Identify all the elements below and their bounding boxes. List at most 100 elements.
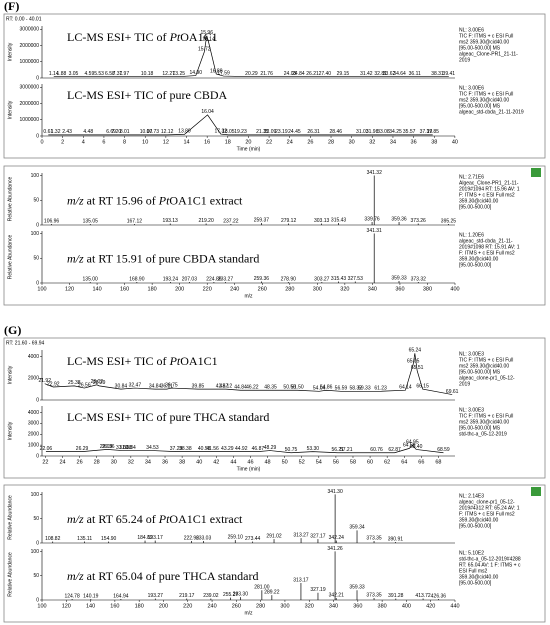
x-tick-label: 48 xyxy=(264,459,270,465)
title-part: m/z xyxy=(67,569,84,583)
peak-label: 28.46 xyxy=(330,129,343,135)
x-tick-label: 22 xyxy=(42,459,48,465)
x-tick-label: 380 xyxy=(378,603,387,609)
y-tick-label: 0 xyxy=(36,597,39,603)
x-tick-label: 68 xyxy=(435,459,441,465)
y-axis-label: Intensity xyxy=(7,42,13,61)
peak-label: 255.27 xyxy=(223,592,239,598)
trace-info: TIC F: ITMS + c ESI Full xyxy=(459,413,513,419)
peak-label: 50.75 xyxy=(285,447,298,453)
peak-label: 273.44 xyxy=(245,536,261,542)
peak-label: 313.17 xyxy=(293,577,309,583)
x-tick-label: 220 xyxy=(203,286,212,292)
x-tick-label: 400 xyxy=(450,286,459,292)
trace-info: ESI Full ms2 xyxy=(459,568,488,574)
x-tick-label: 160 xyxy=(120,286,129,292)
chart-frame xyxy=(3,13,546,159)
peak-label: 66.15 xyxy=(416,383,429,389)
peak-label: 135.00 xyxy=(83,276,99,282)
peak-label: 359.33 xyxy=(349,585,365,591)
x-tick-label: 6 xyxy=(102,139,105,145)
peak-label: 168.90 xyxy=(129,276,145,282)
peak-label: 22.09 xyxy=(264,129,277,135)
x-tick-label: 220 xyxy=(183,603,192,609)
peak-label: 29.15 xyxy=(337,71,350,77)
trace-title: LC-MS ESI+ TIC of PtOA1C1 xyxy=(67,354,218,368)
peak-label: 34.53 xyxy=(146,445,159,451)
peak-label: 65.05 xyxy=(407,358,420,364)
peak-label: 32.47 xyxy=(129,382,142,388)
peak-label: 31.38 xyxy=(119,445,132,451)
chromatogram-trace xyxy=(45,444,444,454)
peak-label: 219.17 xyxy=(179,593,195,599)
peak-label: 10.07 xyxy=(140,129,153,135)
trace-info: [95.00-500.00] MS xyxy=(459,425,501,431)
peak-label: 20.29 xyxy=(245,71,258,77)
title-part: OA1C1 xyxy=(180,30,217,44)
peak-label: 135.05 xyxy=(83,218,99,224)
peak-label: 26.21 xyxy=(306,71,319,77)
chromatogram-trace xyxy=(48,114,433,136)
y-tick-label: 2000 xyxy=(28,376,39,382)
trace-info: 2019#4312 RT: 65.24 AV: 1 xyxy=(459,505,520,511)
x-tick-label: 42 xyxy=(213,459,219,465)
title-part: m/z xyxy=(67,512,84,526)
peak-label: 426.36 xyxy=(431,593,447,599)
x-tick-label: 40 xyxy=(452,139,458,145)
peak-label: 281.00 xyxy=(254,585,270,591)
x-tick-label: 50 xyxy=(282,459,288,465)
title-part: LC-MS ESI+ TIC of xyxy=(67,30,170,44)
peak-label: 53.30 xyxy=(307,446,320,452)
trace-info: TIC F: ITMS + c ESI Full xyxy=(459,357,513,363)
peak-label: 315.43 xyxy=(331,276,347,282)
x-tick-label: 280 xyxy=(256,603,265,609)
title-part: m/z xyxy=(67,251,84,265)
peak-label: 373.26 xyxy=(411,218,427,224)
peak-label: 5.53 xyxy=(94,71,104,77)
trace-info: std-thc-a_05-12-2019#4288 xyxy=(459,556,521,562)
peak-label: 24.45 xyxy=(288,129,301,135)
peak-label: 54.04 xyxy=(313,386,326,392)
panel-label: (G) xyxy=(4,323,21,337)
peak-label: 31.00 xyxy=(116,445,129,451)
peak-label: 259.36 xyxy=(254,276,270,282)
peak-label: 222.96 xyxy=(184,535,200,541)
trace-title: m/z at RT 15.96 of PtOA1C1 extract xyxy=(67,193,243,207)
peak-label: 278.90 xyxy=(281,276,297,282)
peak-label: 359.34 xyxy=(349,525,365,531)
peak-label: 44.92 xyxy=(235,446,248,452)
peak-label: 65.24 xyxy=(409,348,422,354)
trace-title: LC-MS ESI+ TIC of PtOA1C1 xyxy=(67,30,218,44)
y-tick-label: 100 xyxy=(31,173,40,179)
peak-label: 167.12 xyxy=(127,218,143,224)
peak-label: 69.61 xyxy=(446,389,459,395)
peak-label: 154.90 xyxy=(101,536,117,542)
x-tick-label: 28 xyxy=(94,459,100,465)
peak-label: 224.86 xyxy=(206,276,222,282)
y-tick-label: 3000000 xyxy=(20,85,40,91)
trace-info: 2019 xyxy=(459,57,470,63)
y-tick-label: 2000000 xyxy=(20,43,40,49)
x-tick-label: 240 xyxy=(230,286,239,292)
y-axis-label: Relative Abundance xyxy=(7,177,13,222)
peak-label: 259.37 xyxy=(254,217,270,223)
y-tick-label: 50 xyxy=(33,516,39,522)
chromatogram-trace xyxy=(53,35,449,78)
trace-info: std-thc-a_05-12-2019 xyxy=(459,431,507,437)
peak-label: 31.03 xyxy=(356,129,369,135)
peak-label: 207.03 xyxy=(182,276,198,282)
peak-label: 12.12 xyxy=(161,129,174,135)
y-tick-label: 2000 xyxy=(28,432,39,438)
x-tick-label: 180 xyxy=(148,286,157,292)
peak-label: 19.23 xyxy=(234,129,247,135)
title-part: at RT 15.96 of xyxy=(84,193,159,207)
peak-label: 17.32 xyxy=(215,128,228,134)
x-tick-label: 8 xyxy=(123,139,126,145)
peak-label: 57.21 xyxy=(340,447,353,453)
peak-label: 31.84 xyxy=(123,445,136,451)
peak-label: 124.78 xyxy=(64,593,80,599)
chart-frame xyxy=(3,484,546,623)
title-part: OA1C1 xyxy=(180,354,217,368)
x-tick-label: 10 xyxy=(142,139,148,145)
y-tick-label: 50 xyxy=(33,256,39,262)
